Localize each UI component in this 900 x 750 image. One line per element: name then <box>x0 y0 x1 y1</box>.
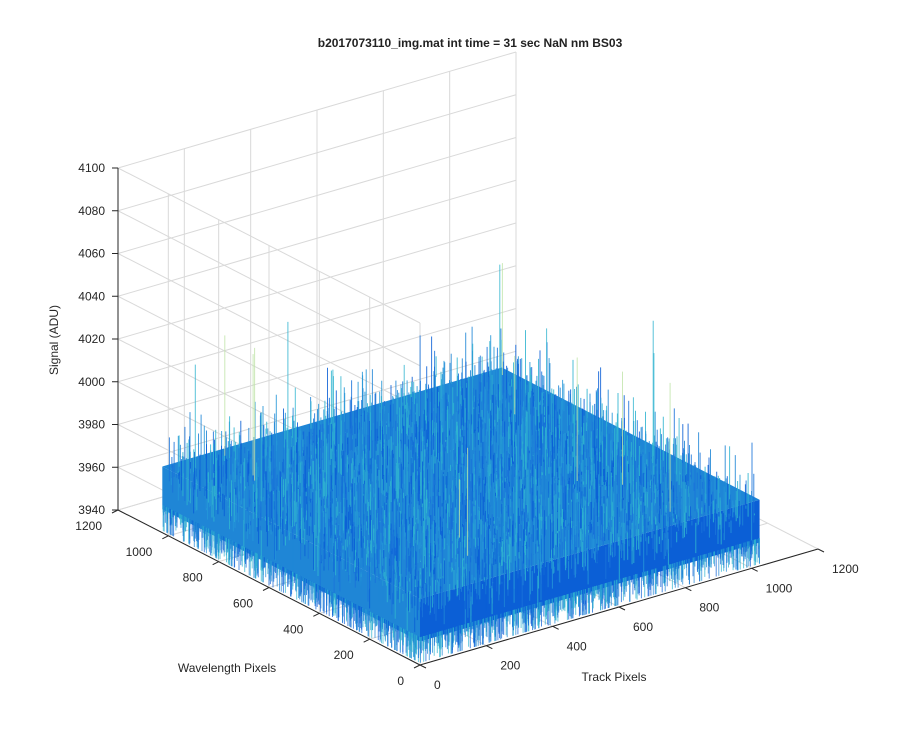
y-tick-mark <box>262 587 270 591</box>
y-tick-mark <box>363 638 370 643</box>
x-tick-mark <box>618 606 626 611</box>
surface-side-left <box>162 466 421 642</box>
x-tick-mark <box>486 645 493 650</box>
y-tick-mark <box>313 612 320 617</box>
surface-plot <box>162 263 760 663</box>
x-tick-mark <box>419 664 427 669</box>
y-tick-mark <box>413 664 421 669</box>
x-tick-mark <box>751 567 758 572</box>
x-tick-mark <box>552 625 559 630</box>
x-tick-mark <box>685 587 692 592</box>
y-tick-mark <box>212 561 219 566</box>
y-tick-mark <box>162 535 169 540</box>
axes <box>111 167 825 669</box>
x-tick-mark <box>817 548 825 553</box>
